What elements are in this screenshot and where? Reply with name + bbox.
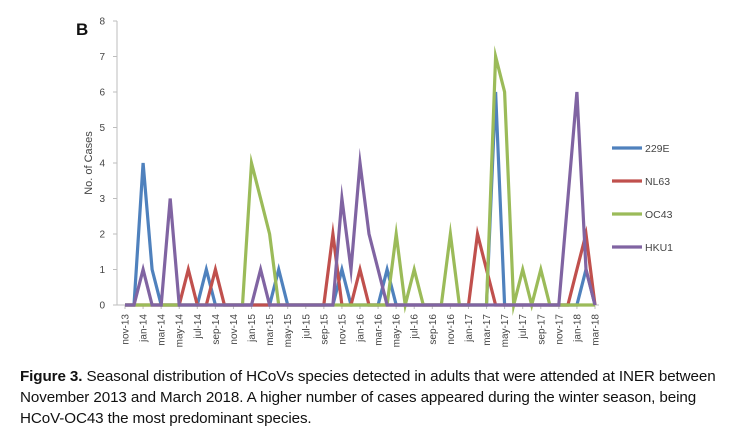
x-tick-label: nov-17: [554, 314, 565, 345]
x-tick-label: jul-15: [301, 314, 312, 340]
y-tick-label: 7: [99, 52, 105, 63]
y-tick-label: 5: [99, 123, 105, 134]
x-tick-label: mar-18: [591, 314, 602, 346]
x-tick-label: sep-16: [428, 314, 439, 345]
x-tick-label: mar-14: [157, 314, 168, 346]
x-tick-label: jul-14: [193, 314, 204, 340]
x-tick-label: may-15: [283, 314, 294, 348]
line-chart: 0 1 2 3 4 5 6 7 8 No. of Cases nov-13 jan-14 mar-14 m…: [83, 17, 673, 348]
y-tick-label: 2: [99, 230, 105, 241]
y-tick-label: 1: [99, 265, 105, 276]
x-tick-label: jan-16: [356, 314, 367, 343]
series-lines: [125, 45, 597, 316]
x-tick-label: sep-15: [319, 314, 330, 345]
x-tick-label: nov-15: [337, 314, 348, 345]
x-tick-label: jan-17: [464, 314, 475, 343]
legend-label-229e: 229E: [645, 143, 670, 155]
y-tick-label: 6: [99, 88, 105, 99]
x-tick-label: may-16: [392, 314, 403, 348]
x-tick-label: sep-14: [211, 314, 222, 345]
series-line-nl63: [125, 221, 597, 307]
legend-label-oc43: OC43: [645, 209, 673, 221]
y-tick-label: 0: [99, 301, 105, 312]
y-tick-label: 8: [99, 17, 105, 28]
x-tick-label: jan-15: [247, 314, 258, 343]
x-tick-label: mar-16: [374, 314, 385, 346]
x-tick-label: may-14: [175, 314, 186, 348]
x-tick-label: jul-16: [410, 314, 421, 340]
panel-label: B: [76, 20, 89, 39]
caption-label: Figure 3.: [20, 368, 83, 385]
axes: 0 1 2 3 4 5 6 7 8 No. of Cases nov-13 jan-14 mar-14 m…: [83, 17, 602, 348]
x-tick-label: jan-14: [139, 314, 150, 343]
x-tick-label: nov-16: [446, 314, 457, 345]
y-tick-label: 4: [99, 159, 105, 170]
x-tick-label: nov-14: [229, 314, 240, 345]
x-tick-label: nov-13: [121, 314, 132, 345]
x-tick-label: mar-15: [265, 314, 276, 346]
x-tick-label: jan-18: [572, 314, 583, 343]
y-tick-label: 3: [99, 194, 105, 205]
x-tick-label: sep-17: [536, 314, 547, 345]
legend-label-nl63: NL63: [645, 176, 670, 188]
legend-label-hku1: HKU1: [645, 242, 673, 254]
x-tick-label: jul-17: [518, 314, 529, 340]
y-axis-label: No. of Cases: [83, 131, 95, 195]
caption-text: Seasonal distribution of HCoVs species d…: [20, 368, 716, 427]
chart-figure: B 0 1 2 3 4 5 6 7 8 No. of Cases nov-13 jan-14 mar-1…: [76, 17, 673, 348]
figure-caption: Figure 3. Seasonal distribution of HCoVs…: [20, 366, 726, 429]
legend: 229E NL63 OC43 HKU1: [612, 143, 673, 254]
x-tick-label: may-17: [500, 314, 511, 348]
x-tick-label: mar-17: [482, 314, 493, 346]
series-line-hku1: [125, 91, 597, 307]
